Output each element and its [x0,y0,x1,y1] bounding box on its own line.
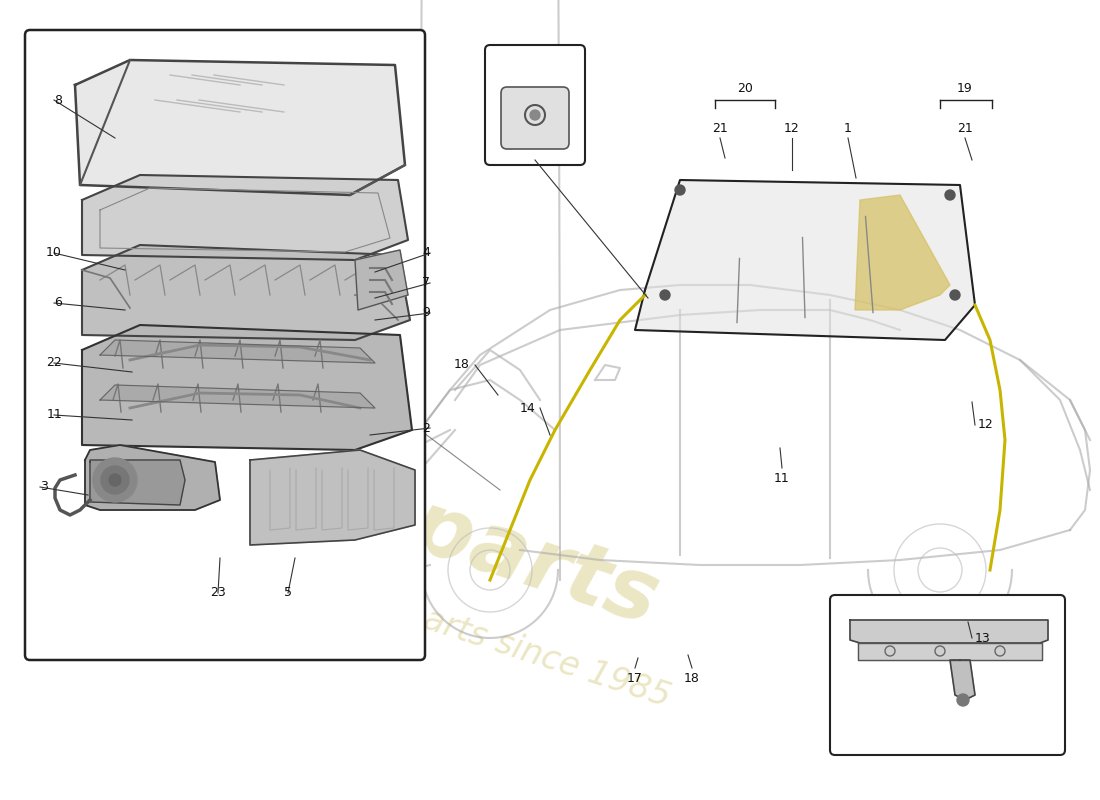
Polygon shape [250,450,415,545]
FancyBboxPatch shape [25,30,425,660]
Text: 19: 19 [957,82,972,94]
Text: 11: 11 [774,471,790,485]
Text: 21: 21 [957,122,972,134]
Text: 4: 4 [422,246,430,259]
Text: 22: 22 [46,357,62,370]
Text: 18: 18 [454,358,470,371]
Text: a passion for parts since 1985: a passion for parts since 1985 [185,526,674,714]
Polygon shape [635,180,975,340]
Circle shape [101,466,129,494]
Text: 12: 12 [978,418,993,431]
FancyBboxPatch shape [485,45,585,165]
Text: 17: 17 [627,671,642,685]
Text: 3: 3 [40,481,48,494]
Polygon shape [850,620,1048,643]
Text: 7: 7 [422,277,430,290]
Circle shape [94,458,138,502]
Circle shape [675,185,685,195]
Polygon shape [90,460,185,505]
Circle shape [957,694,969,706]
FancyBboxPatch shape [500,87,569,149]
Circle shape [950,290,960,300]
Text: 14: 14 [519,402,535,414]
Polygon shape [855,195,950,310]
Polygon shape [355,250,408,310]
Polygon shape [75,60,405,195]
Circle shape [530,110,540,120]
Text: 10: 10 [46,246,62,259]
Text: 8: 8 [54,94,62,106]
Text: 18: 18 [684,671,700,685]
Polygon shape [858,643,1042,660]
FancyBboxPatch shape [830,595,1065,755]
Text: 20: 20 [737,82,752,94]
Polygon shape [82,325,412,450]
Text: 11: 11 [46,409,62,422]
Polygon shape [82,175,408,260]
Text: 13: 13 [975,631,991,645]
Circle shape [945,190,955,200]
Polygon shape [950,660,975,700]
Text: 21: 21 [712,122,728,134]
Polygon shape [100,340,375,363]
Text: 9: 9 [422,306,430,319]
Text: 6: 6 [54,297,62,310]
Text: 2: 2 [422,422,430,434]
Text: europarts: europarts [190,417,669,643]
Polygon shape [100,385,375,408]
Polygon shape [85,445,220,510]
Circle shape [109,474,121,486]
Polygon shape [82,245,410,340]
Text: 1: 1 [844,122,851,134]
Text: 5: 5 [284,586,292,599]
Text: 12: 12 [784,122,800,134]
Circle shape [660,290,670,300]
Text: 23: 23 [210,586,225,599]
